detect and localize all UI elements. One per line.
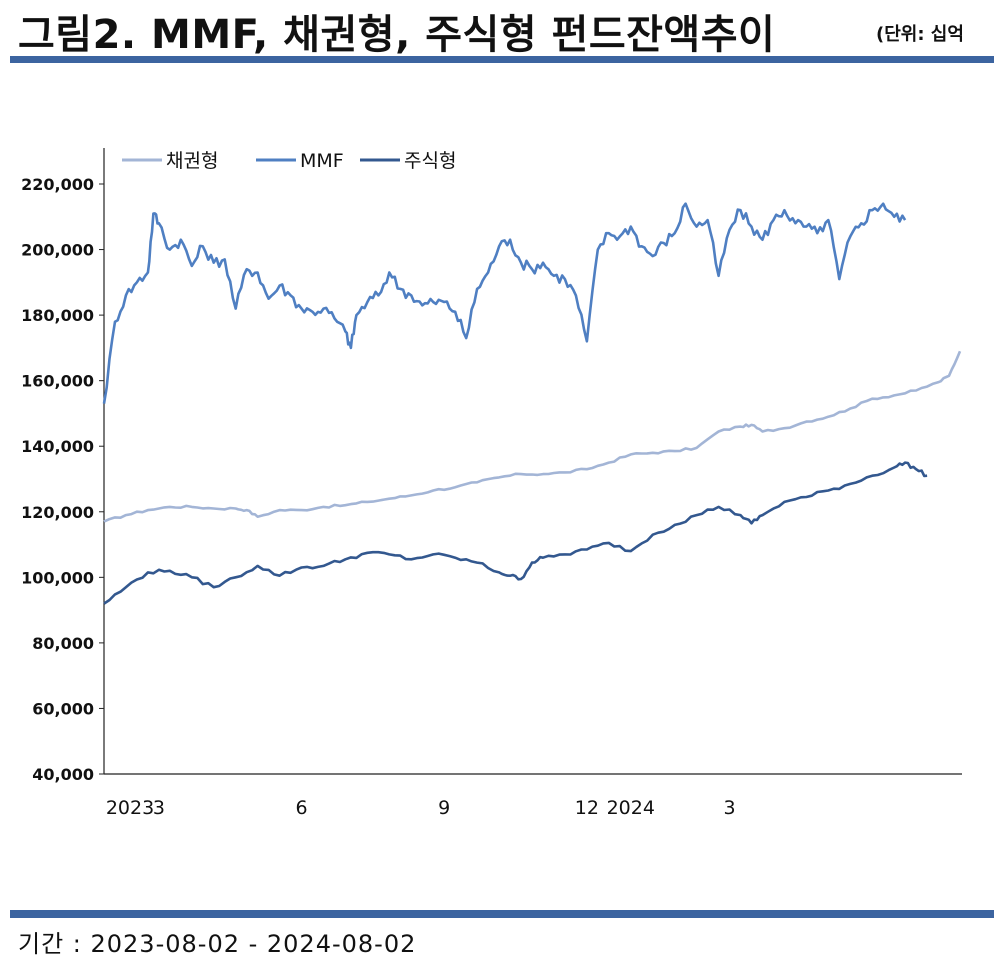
top-rule bbox=[10, 56, 994, 63]
line-chart: 40,000 60,000 80,000 100,000 120,000 140,000 1… bbox=[21, 148, 962, 819]
y-tick-label: 180,000 bbox=[21, 306, 94, 325]
y-tick-label: 60,000 bbox=[32, 699, 94, 718]
legend-label-bond: 채권형 bbox=[166, 150, 218, 172]
y-tick-label: 220,000 bbox=[21, 175, 94, 194]
legend: 채권형 MMF 주식형 bbox=[122, 150, 456, 172]
x-tick-label: 3 bbox=[153, 797, 165, 819]
y-tick-label: 40,000 bbox=[32, 765, 94, 784]
x-tick-label: 2023 bbox=[106, 797, 154, 819]
series-layer bbox=[102, 202, 962, 605]
y-tick-label: 100,000 bbox=[21, 568, 94, 587]
y-tick-label: 160,000 bbox=[21, 372, 94, 391]
legend-label-stock: 주식형 bbox=[404, 150, 456, 172]
y-tick-label: 200,000 bbox=[21, 241, 94, 260]
x-tick-label: 12 bbox=[575, 797, 599, 819]
x-tick-label: 3 bbox=[723, 797, 735, 819]
bottom-rule bbox=[10, 910, 994, 918]
unit-label: (단위: 십억 bbox=[876, 24, 964, 45]
series-line-bond bbox=[103, 350, 962, 523]
series-line-mmf bbox=[102, 202, 907, 404]
x-tick-label: 6 bbox=[295, 797, 307, 819]
chart-title: 그림2. MMF, 채권형, 주식형 펀드잔액추이 bbox=[18, 12, 776, 58]
y-tick-label: 120,000 bbox=[21, 503, 94, 522]
x-tick-label: 9 bbox=[438, 797, 450, 819]
x-tick-label: 2024 bbox=[607, 797, 655, 819]
y-tick-label: 80,000 bbox=[32, 634, 94, 653]
y-axis: 40,000 60,000 80,000 100,000 120,000 140,000 1… bbox=[21, 148, 105, 784]
y-tick-label: 140,000 bbox=[21, 437, 94, 456]
series-line-stock bbox=[103, 461, 928, 605]
legend-label-mmf: MMF bbox=[300, 150, 344, 172]
